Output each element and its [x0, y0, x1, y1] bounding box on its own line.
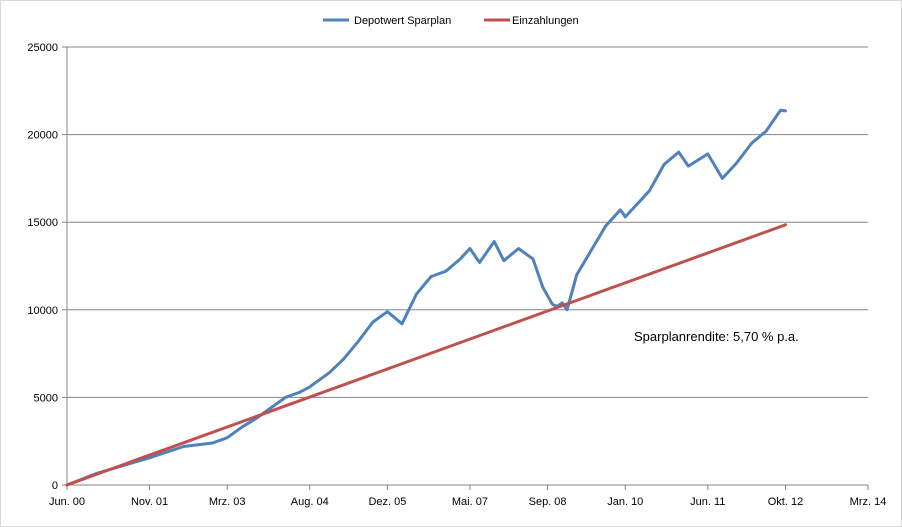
legend: Depotwert Sparplan Einzahlungen [323, 15, 579, 27]
x-tick-label: Jun. 11 [690, 496, 725, 508]
x-tick-label: Mrz. 03 [209, 496, 246, 508]
x-tick-label: Okt. 12 [768, 496, 803, 508]
x-tick-label: Jan. 10 [607, 496, 643, 508]
x-tick-label: Dez. 05 [368, 496, 406, 508]
axes [62, 46, 869, 490]
series-line-1 [65, 223, 787, 487]
x-tick-label: Aug. 04 [291, 496, 329, 508]
x-tick-label: Jun. 00 [49, 496, 85, 508]
legend-label: Depotwert Sparplan [354, 15, 451, 27]
y-tick-label: 10000 [27, 305, 58, 317]
y-tick-label: 20000 [27, 130, 58, 142]
x-tick-label: Mai. 07 [452, 496, 488, 508]
y-tick-labels: 0 5000 10000 15000 20000 25000 [27, 42, 58, 492]
x-tick-label: Nov. 01 [131, 496, 168, 508]
y-tick-label: 0 [52, 480, 58, 492]
x-tick-label: Mrz. 14 [850, 496, 887, 508]
gridlines [67, 46, 868, 398]
y-tick-label: 5000 [34, 392, 58, 404]
y-tick-label: 25000 [27, 42, 58, 54]
x-tick-labels: Jun. 00 Nov. 01 Mrz. 03 Aug. 04 Dez. 05 Mai. … [49, 496, 886, 508]
series-lines [65, 108, 787, 487]
x-tick-label: Sep. 08 [529, 496, 567, 508]
legend-label: Einzahlungen [512, 15, 579, 27]
yield-annotation: Sparplanrendite: 5,70 % p.a. [634, 329, 799, 344]
y-tick-label: 15000 [27, 217, 58, 229]
series-line-0 [65, 108, 787, 487]
